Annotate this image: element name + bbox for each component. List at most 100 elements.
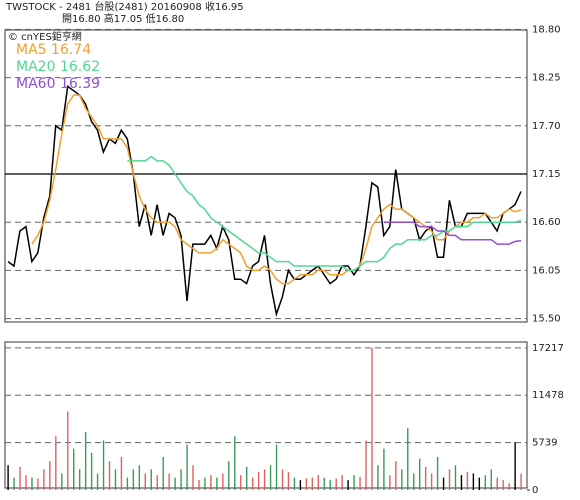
volume-bar: [78, 469, 81, 490]
volume-bar: [359, 476, 361, 490]
volume-bar: [520, 473, 522, 490]
y-tick-label: 5739: [532, 438, 557, 449]
legend-name: MA5: [16, 42, 47, 58]
volume-bar: [61, 473, 63, 490]
volume-bar: [240, 475, 242, 490]
volume-bar: [383, 448, 385, 490]
legend-value: 16.62: [60, 59, 100, 75]
volume-bar: [508, 483, 510, 490]
volume-bar: [502, 480, 504, 490]
volume-bar: [389, 475, 391, 490]
volume-bar: [293, 477, 296, 490]
volume-bar: [478, 477, 481, 490]
y-tick-label: 16.60: [532, 217, 561, 228]
volume-bar: [430, 473, 433, 490]
volume-bar: [198, 480, 200, 490]
volume-bar: [25, 475, 27, 490]
volume-bar: [305, 478, 308, 490]
volume-bar: [168, 473, 170, 490]
volume-bar: [377, 465, 379, 490]
volume-bar: [120, 456, 123, 490]
volume-bar: [407, 428, 409, 490]
volume-bar: [401, 469, 403, 490]
volume-bar: [55, 436, 57, 490]
volume-bar: [347, 480, 349, 490]
volume-bar: [424, 466, 427, 490]
y-tick-label: 16.05: [532, 265, 561, 276]
volume-bar: [43, 469, 45, 490]
volume-bar: [418, 458, 421, 490]
volume-bar: [132, 469, 135, 490]
volume-bar: [454, 465, 457, 490]
volume-bar: [228, 461, 230, 490]
volume-bar: [413, 473, 415, 490]
volume-bar: [37, 478, 39, 490]
chart-title: TWSTOCK - 2481 台股(2481) 20160908 收16.95: [5, 0, 244, 13]
volume-bar: [287, 471, 290, 490]
volume-panel: [4, 341, 528, 489]
volume-bar: [472, 473, 475, 490]
source: © cnYES鉅亨網: [8, 30, 82, 43]
volume-bar: [335, 478, 337, 490]
volume-bar: [162, 456, 164, 490]
volume-bar: [186, 444, 188, 490]
legend-name: MA60: [16, 76, 55, 92]
volume-bar: [365, 440, 367, 490]
volume-bar: [144, 473, 146, 490]
volume-bar: [114, 469, 117, 490]
legend-value: 16.39: [60, 76, 100, 92]
volume-bar: [490, 469, 492, 490]
price-line: [127, 155, 522, 272]
volume-bar: [49, 461, 51, 490]
chart-subtitle: 開16.80 高17.05 低16.80: [62, 12, 184, 25]
volume-bar: [484, 475, 487, 490]
volume-bar: [341, 475, 343, 490]
volume-bar: [353, 475, 355, 490]
volume-bar: [222, 473, 224, 490]
volume-bar: [496, 477, 498, 490]
volume-bar: [466, 471, 469, 490]
volume-bar: [138, 465, 141, 490]
y-tick-label: 15.50: [532, 314, 561, 325]
volume-bar: [269, 465, 272, 490]
volume-bar: [84, 432, 87, 490]
legend-name: MA20: [16, 59, 55, 75]
volume-bar: [448, 469, 451, 490]
volume-bar: [460, 475, 463, 490]
volume-bar: [174, 477, 176, 490]
volume-bar: [13, 477, 15, 490]
volume-bar: [371, 347, 373, 490]
volume-bar: [263, 469, 266, 490]
legend-value: 16.74: [51, 42, 91, 58]
y-tick-label: 17217: [532, 343, 564, 354]
volume-bar: [7, 465, 9, 490]
volume-bar: [73, 448, 75, 490]
volume-bar: [234, 436, 236, 490]
legend-entry: MA5 16.74: [16, 42, 91, 58]
y-tick-label: 11478: [532, 390, 564, 401]
price-line: [383, 221, 522, 245]
volume-bar: [246, 466, 248, 490]
volume-bar: [395, 461, 397, 490]
y-tick-label: 18.80: [532, 24, 561, 35]
volume-bar: [204, 477, 206, 490]
volume-bar: [192, 465, 194, 490]
volume-bar: [67, 411, 69, 490]
volume-bar: [126, 477, 129, 490]
price-panel: [4, 29, 528, 323]
volume-bar: [19, 466, 21, 490]
volume-bar: [442, 477, 445, 490]
volume-bar: [311, 477, 314, 490]
volume-bar: [90, 452, 93, 490]
volume-bar: [281, 469, 284, 490]
volume-bar: [210, 475, 212, 490]
legend-entry: MA20 16.62: [16, 59, 100, 75]
volume-bar: [323, 477, 325, 490]
volume-bar: [96, 473, 99, 490]
volume-bar: [514, 442, 516, 490]
volume-bar: [317, 475, 319, 490]
y-tick-label: 0: [532, 485, 538, 496]
y-tick-label: 17.15: [532, 169, 561, 180]
volume-bar: [108, 461, 111, 490]
